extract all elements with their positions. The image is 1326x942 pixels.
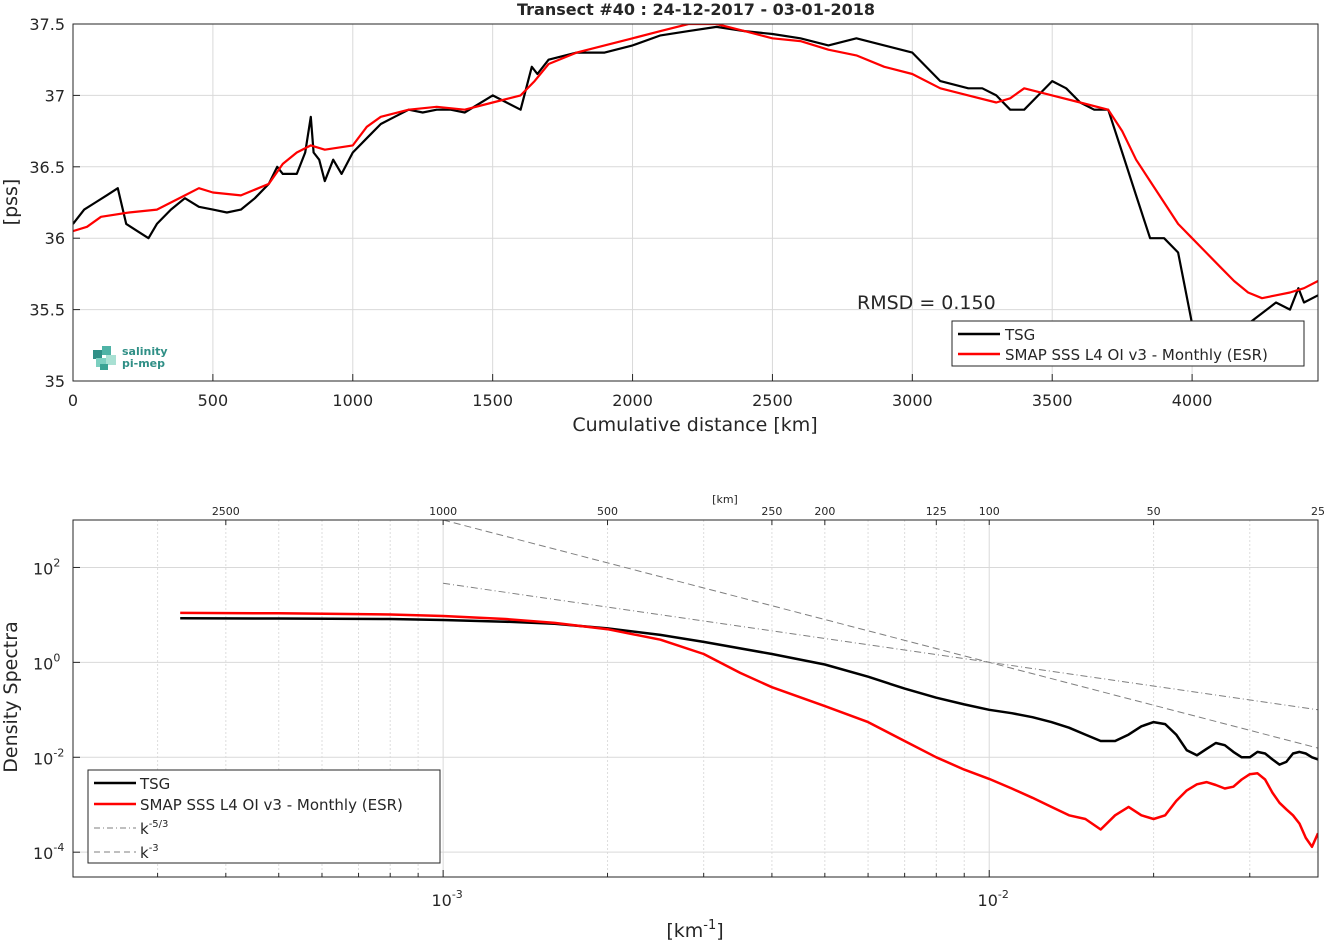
top-legend: TSG SMAP SSS L4 OI v3 - Monthly (ESR) bbox=[951, 320, 1305, 367]
bottom-top-tick-label: 250 bbox=[761, 505, 782, 518]
top-legend-label-tsg: TSG bbox=[1004, 326, 1035, 344]
bottom-x-tick-exp: -2 bbox=[998, 888, 1009, 901]
top-series-group bbox=[73, 24, 1318, 325]
bottom-x-axis-label-sup: -1 bbox=[703, 918, 716, 933]
bottom-x-axis-label-base: [km bbox=[666, 920, 703, 942]
bottom-series-smap-sss-l4-oi-v3-monthly-esr bbox=[180, 611, 1318, 849]
bottom-y-tick-label: 10-2 bbox=[33, 746, 64, 768]
bottom-top-tick-label: 50 bbox=[1147, 505, 1161, 518]
top-y-tick-label: 36.5 bbox=[29, 158, 65, 177]
bottom-legend-label-tsg: TSG bbox=[139, 775, 170, 793]
bottom-y-tick-exp: -4 bbox=[53, 841, 64, 854]
top-x-tick-label: 2500 bbox=[752, 391, 793, 410]
bottom-top-tick-label: 125 bbox=[926, 505, 947, 518]
bottom-top-tick-label: 1000 bbox=[429, 505, 457, 518]
top-plot-frame bbox=[72, 23, 1319, 382]
top-x-tick-label: 3000 bbox=[892, 391, 933, 410]
bottom-y-tick-label: 10-4 bbox=[33, 841, 64, 863]
bottom-x-tick-label: 10-2 bbox=[978, 888, 1009, 910]
bottom-y-tick-base: 10 bbox=[33, 559, 53, 578]
top-axis-unit-label: [km] bbox=[712, 493, 738, 506]
bottom-y-tick-base: 10 bbox=[33, 844, 53, 863]
bottom-legend-label-k3: k-3 bbox=[140, 843, 159, 862]
top-x-tick-label: 500 bbox=[198, 391, 229, 410]
top-y-ticks: 35 35.5 36 36.5 37 37.5 bbox=[29, 15, 80, 391]
top-y-tick-label: 35.5 bbox=[29, 301, 65, 320]
top-y-tick-label: 37 bbox=[45, 86, 65, 105]
bottom-series-k-5-3 bbox=[443, 582, 1318, 711]
top-x-tick-label: 0 bbox=[68, 391, 78, 410]
bottom-legend-box bbox=[87, 769, 441, 864]
bottom-y-tick-exp: 0 bbox=[53, 651, 60, 664]
logo-mark-icon bbox=[93, 346, 116, 370]
top-series-smap-sss-l4-oi-v3-monthly-esr bbox=[73, 24, 1318, 300]
top-x-ticks: 0 500 1000 1500 2000 2500 3000 3500 4000 bbox=[68, 374, 1213, 410]
bottom-x-tick-exp: -3 bbox=[452, 888, 463, 901]
top-legend-box bbox=[951, 320, 1305, 367]
transect-chart: Transect #40 : 24-12-2017 - 03-01-2018 0… bbox=[0, 0, 1319, 436]
top-x-tick-label: 4000 bbox=[1172, 391, 1213, 410]
top-x-tick-label: 2000 bbox=[612, 391, 653, 410]
top-x-tick-label: 1500 bbox=[472, 391, 513, 410]
rmsd-annotation: RMSD = 0.150 bbox=[857, 292, 996, 314]
k53-base: k bbox=[140, 820, 149, 838]
bottom-top-axis-ticks: 2500 1000 500 250 200 125 100 50 25 bbox=[212, 505, 1325, 525]
bottom-y-tick-exp: -2 bbox=[53, 746, 64, 759]
top-series-tsg bbox=[73, 25, 1318, 325]
top-y-tick-label: 37.5 bbox=[29, 15, 65, 34]
bottom-top-tick-label: 100 bbox=[979, 505, 1000, 518]
bottom-y-tick-base: 10 bbox=[33, 749, 53, 768]
bottom-x-tick-base: 10 bbox=[431, 891, 451, 910]
top-y-tick-label: 36 bbox=[45, 229, 65, 248]
bottom-x-axis-label: [km-1] bbox=[666, 918, 723, 942]
bottom-y-tick-base: 10 bbox=[33, 654, 53, 673]
bottom-y-tick-label: 102 bbox=[33, 556, 60, 578]
bottom-y-tick-exp: 2 bbox=[53, 556, 60, 569]
bottom-legend-label-k53: k-5/3 bbox=[140, 819, 168, 838]
top-legend-label-smap: SMAP SSS L4 OI v3 - Monthly (ESR) bbox=[1005, 346, 1268, 364]
bottom-x-tick-label: 10-3 bbox=[431, 888, 462, 910]
bottom-x-axis-label-end: ] bbox=[716, 920, 723, 942]
bottom-x-tick-base: 10 bbox=[978, 891, 998, 910]
top-y-tick-label: 35 bbox=[45, 372, 65, 391]
bottom-plot-frame bbox=[72, 519, 1319, 878]
top-x-axis-label: Cumulative distance [km] bbox=[572, 414, 817, 436]
top-y-axis-label: [pss] bbox=[0, 179, 22, 226]
k53-exp: -5/3 bbox=[149, 819, 169, 830]
bottom-series-k-3 bbox=[442, 520, 1318, 749]
bottom-legend-label-smap: SMAP SSS L4 OI v3 - Monthly (ESR) bbox=[140, 796, 403, 814]
bottom-y-axis-label: Density Spectra bbox=[0, 621, 22, 772]
bottom-x-ticks: 10-3 10-2 bbox=[157, 870, 1319, 910]
bottom-top-tick-label: 200 bbox=[814, 505, 835, 518]
k3-exp: -3 bbox=[149, 843, 159, 854]
logo-line1: salinity bbox=[122, 345, 168, 358]
bottom-top-tick-label: 25 bbox=[1311, 505, 1325, 518]
bottom-y-tick-label: 100 bbox=[33, 651, 60, 673]
logo-line2: pi-mep bbox=[122, 357, 165, 370]
bottom-series-group bbox=[180, 520, 1318, 849]
bottom-top-tick-label: 500 bbox=[597, 505, 618, 518]
bottom-top-tick-label: 2500 bbox=[212, 505, 240, 518]
k3-base: k bbox=[140, 844, 149, 862]
top-chart-title: Transect #40 : 24-12-2017 - 03-01-2018 bbox=[517, 0, 875, 19]
bottom-series-tsg bbox=[180, 617, 1318, 766]
bottom-legend: TSG SMAP SSS L4 OI v3 - Monthly (ESR) k-… bbox=[87, 769, 441, 864]
top-x-tick-label: 1000 bbox=[332, 391, 373, 410]
salinity-pi-mep-logo: salinity pi-mep bbox=[93, 345, 168, 370]
top-x-tick-label: 3500 bbox=[1032, 391, 1073, 410]
